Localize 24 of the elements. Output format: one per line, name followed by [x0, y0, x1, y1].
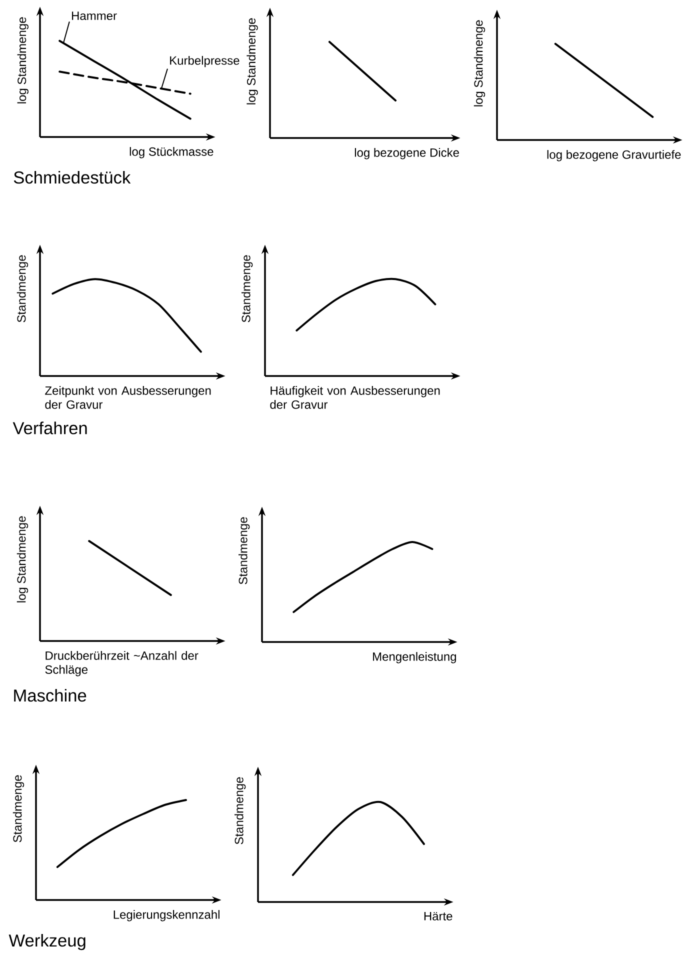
text: Werkzeug	[8, 934, 86, 950]
y-axis-title: Standmenge	[12, 775, 24, 842]
x-axis-title: Härte	[424, 912, 452, 920]
x-axis-title: log bezogene Gravurtiefe	[547, 150, 681, 162]
x-axis-title: Legierungskennzahl	[114, 910, 220, 922]
y-axis-title: Standmenge	[234, 777, 246, 844]
y-axis-title: log Standmenge	[16, 516, 28, 602]
text: Maschine	[14, 688, 86, 702]
x-axis-title: log bezogene Dicke	[354, 148, 459, 160]
text: Schmiedestück	[14, 170, 131, 184]
y-axis-title: Standmenge	[16, 255, 28, 322]
x-axis-title: Mengenleistung	[373, 652, 456, 664]
x-axis-title: Zeitpunkt von Ausbesserungen der Gravur	[45, 386, 211, 409]
y-axis-title: Standmenge	[242, 255, 253, 322]
text: Verfahren	[12, 422, 87, 434]
x-axis-title: Häufigkeit von Ausbesserungen der Gravur	[270, 386, 440, 409]
y-axis-title: Standmenge	[238, 517, 250, 584]
x-axis-title: Druckberührzeit ~Anzahl der Schläge	[45, 651, 198, 676]
text: Hammer	[72, 12, 117, 20]
y-axis-title: log Standmenge	[246, 18, 258, 104]
y-axis-title: log Standmenge	[474, 20, 486, 106]
x-axis-title: log Stückmasse	[130, 147, 214, 158]
y-axis-title: log Standmenge	[17, 17, 28, 104]
series-label: Kurbelpresse	[170, 56, 240, 68]
